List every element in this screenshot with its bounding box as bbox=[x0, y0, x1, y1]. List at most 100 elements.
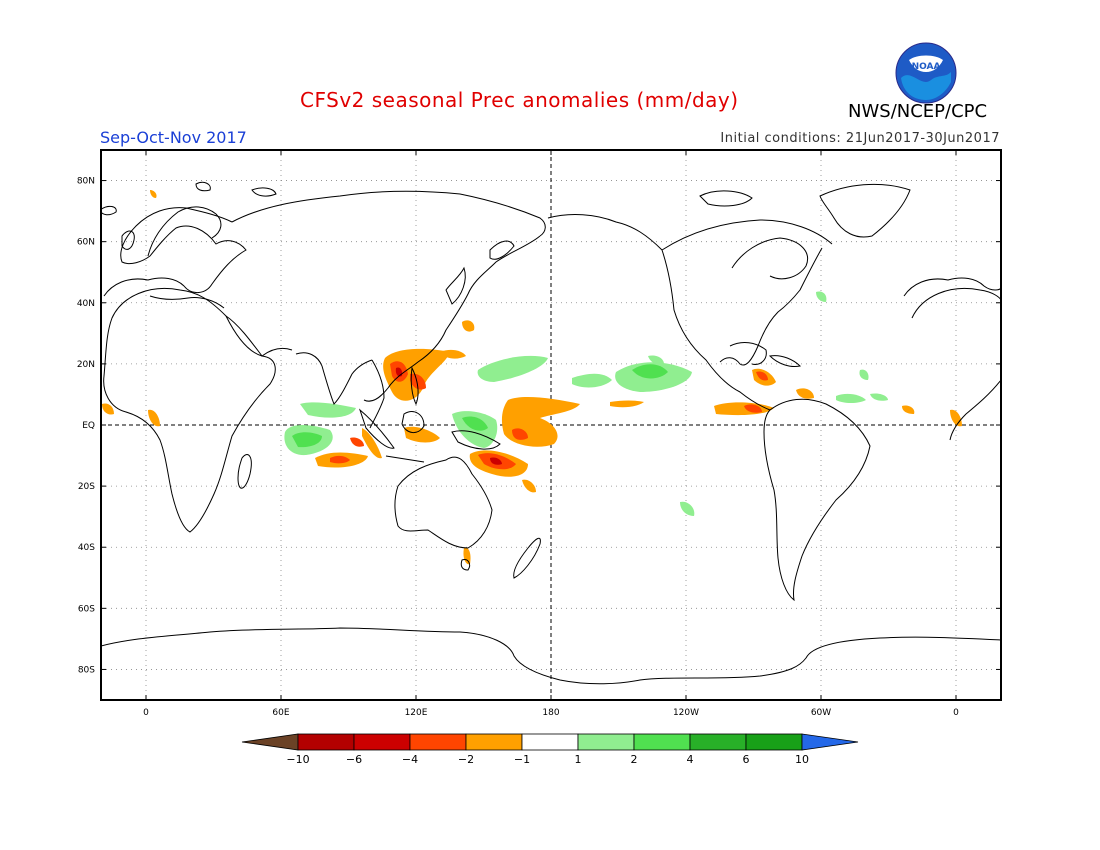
anomaly-dry-tasman bbox=[463, 547, 471, 565]
colorbar-low-arrow bbox=[241, 733, 299, 751]
noaa-logo: NOAA bbox=[895, 42, 957, 104]
anomaly-dry-bay-bengal bbox=[350, 437, 364, 447]
anomaly-shading bbox=[102, 190, 962, 565]
coast-greenland bbox=[819, 183, 911, 238]
colorbar-tick-label: 10 bbox=[795, 753, 809, 766]
coast-iceland bbox=[101, 205, 117, 216]
anomaly-dry-maritime bbox=[404, 426, 440, 443]
coast-svalbard bbox=[195, 181, 211, 192]
coast-india bbox=[295, 352, 373, 405]
colorbar-swatch bbox=[633, 733, 691, 751]
colorbar-tick-label: −10 bbox=[286, 753, 309, 766]
anomaly-dry-caribbean-core bbox=[756, 371, 768, 381]
colorbar-tick-label: −2 bbox=[458, 753, 474, 766]
coast-tasmania bbox=[460, 559, 471, 571]
colorbar-high-arrow bbox=[801, 733, 859, 751]
coast-asia-east bbox=[363, 235, 541, 402]
colorbar-swatch bbox=[521, 733, 579, 751]
anomaly-wet-nw-atlantic bbox=[816, 291, 827, 302]
colorbar-tick-label: 4 bbox=[687, 753, 694, 766]
lon-label: 60W bbox=[811, 708, 831, 718]
colorbar-tick-label: −1 bbox=[514, 753, 530, 766]
colorbar-swatch bbox=[577, 733, 635, 751]
lon-label: 0 bbox=[953, 708, 959, 718]
coast-asia-north bbox=[231, 190, 546, 237]
organization-label: NWS/NCEP/CPC bbox=[848, 101, 988, 122]
colorbar-swatch bbox=[745, 733, 803, 751]
coast-japan bbox=[445, 266, 466, 305]
colorbar-swatch bbox=[353, 733, 411, 751]
anomaly-dry-nw-pacific-2 bbox=[440, 349, 466, 359]
anomaly-dry-arctic bbox=[150, 190, 157, 198]
coast-madagascar bbox=[237, 454, 252, 489]
anomaly-dry-scs bbox=[410, 373, 426, 390]
anomaly-wet-north-pacific-core bbox=[632, 364, 668, 379]
logo-text: NOAA bbox=[912, 62, 941, 72]
coast-europe-east-repeat bbox=[903, 277, 1001, 297]
map-grid bbox=[101, 150, 1001, 700]
coast-arctic-canada bbox=[699, 190, 753, 207]
coast-arabia bbox=[225, 315, 293, 357]
lon-label: 120W bbox=[673, 708, 699, 718]
colorbar-tick-label: −6 bbox=[346, 753, 362, 766]
map-axes: 80N 60N 40N 20N EQ 20S 40S 60S 80S 0 60E 120E 180 120… bbox=[77, 149, 1002, 718]
colorbar-swatch bbox=[689, 733, 747, 751]
coast-philippines bbox=[410, 366, 419, 406]
coast-europe bbox=[103, 207, 247, 297]
coast-south-america bbox=[763, 398, 871, 602]
lat-label: 80S bbox=[78, 665, 95, 675]
coast-mediterranean bbox=[149, 295, 225, 309]
anomaly-dry-atlantic bbox=[796, 388, 814, 399]
anomaly-wet-new-guinea-core bbox=[462, 416, 488, 431]
colorbar-swatch bbox=[465, 733, 523, 751]
anomaly-wet-arabian-sea bbox=[300, 402, 356, 418]
anomaly-dry-central-america bbox=[714, 402, 774, 416]
season-label: Sep-Oct-Nov 2017 bbox=[100, 128, 247, 147]
anomaly-wet-north-pacific-2 bbox=[572, 373, 612, 388]
anomaly-wet-atlantic-1 bbox=[836, 393, 866, 403]
coast-scandinavia bbox=[147, 206, 222, 257]
coast-novaya bbox=[251, 187, 277, 197]
lat-label: 80N bbox=[77, 177, 95, 187]
anomaly-dry-central-pacific bbox=[501, 397, 580, 447]
anomaly-dry-sumatra bbox=[362, 428, 382, 459]
anomaly-dry-panama-core bbox=[744, 404, 762, 413]
lon-label: 120E bbox=[405, 708, 428, 718]
coast-canada-north bbox=[661, 219, 833, 251]
coast-australia bbox=[394, 456, 493, 549]
anomaly-wet-se-pacific bbox=[680, 501, 695, 516]
lat-label: 60S bbox=[78, 604, 95, 614]
coast-na-west bbox=[661, 249, 771, 411]
map-frame bbox=[100, 149, 1002, 701]
coast-hudson bbox=[731, 237, 808, 280]
anomaly-wet-hawaii bbox=[648, 355, 664, 365]
colorbar-tick-label: 2 bbox=[631, 753, 638, 766]
anomaly-wet-atlantic-3 bbox=[859, 369, 869, 380]
lat-label: EQ bbox=[82, 421, 95, 431]
coast-africa bbox=[103, 287, 276, 533]
coast-africa-east-repeat bbox=[911, 287, 1001, 441]
colorbar: −10 −6 −4 −2 −1 1 2 4 6 10 bbox=[241, 733, 859, 766]
anomaly-dry-gulf-guinea-west bbox=[148, 409, 160, 427]
anomaly-wet-atlantic-2 bbox=[870, 393, 888, 401]
coast-uk bbox=[121, 230, 135, 250]
colorbar-swatch bbox=[409, 733, 467, 751]
coastlines bbox=[101, 181, 1001, 685]
coast-sumatra bbox=[358, 408, 395, 449]
colorbar-tick-label: −4 bbox=[402, 753, 418, 766]
anomaly-dry-pacific-band bbox=[610, 400, 644, 408]
anomaly-dry-central-pacific-core bbox=[512, 428, 528, 440]
coast-alaska bbox=[547, 214, 663, 251]
anomaly-dry-eio-core bbox=[330, 455, 350, 464]
anomaly-dry-coral-sea-max bbox=[490, 457, 502, 465]
coast-borneo bbox=[401, 411, 425, 433]
anomaly-dry-nw-pacific bbox=[462, 320, 475, 332]
coast-antarctica bbox=[101, 627, 1001, 685]
lat-label: 60N bbox=[77, 238, 95, 248]
anomaly-dry-philippines-max bbox=[395, 367, 403, 377]
coast-new-zealand bbox=[513, 537, 541, 579]
colorbar-tick-label: 1 bbox=[575, 753, 582, 766]
colorbar-tick-label: 6 bbox=[743, 753, 750, 766]
coast-indochina bbox=[369, 359, 385, 429]
